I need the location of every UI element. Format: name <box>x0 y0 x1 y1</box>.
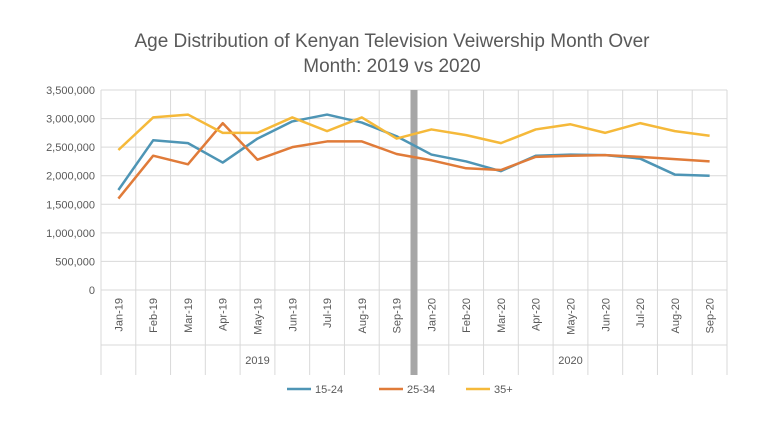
chart-title-line-1: Age Distribution of Kenyan Television Ve… <box>134 31 650 52</box>
x-tick-label: Mar-20 <box>496 298 508 333</box>
y-tick-label: 0 <box>89 285 95 297</box>
series-line-35+ <box>117 113 710 151</box>
x-tick-label: Apr-20 <box>531 298 543 331</box>
x-tick-label: Jun-19 <box>287 298 299 332</box>
x-group-label: 2020 <box>558 355 582 367</box>
year-divider-bar <box>410 90 418 375</box>
y-tick-label: 2,000,000 <box>46 171 95 183</box>
y-tick-label: 1,500,000 <box>46 199 95 211</box>
x-tick-label: May-20 <box>566 298 578 335</box>
x-tick-label: Jul-19 <box>322 298 334 328</box>
y-tick-label: 500,000 <box>55 256 95 268</box>
x-axis: Jan-19 Feb-19 Mar-19 Apr-19 May-19 Jun-19 Jul-… <box>113 298 716 367</box>
y-tick-label: 3,500,000 <box>46 85 95 97</box>
y-axis: 0 500,000 1,000,000 1,500,000 2,000,000 2,500… <box>46 85 95 297</box>
x-tick-label: Sep-19 <box>392 298 404 333</box>
x-tick-label: Jan-20 <box>426 298 438 332</box>
y-tick-label: 3,000,000 <box>46 114 95 126</box>
legend-label: 25-34 <box>407 384 435 396</box>
x-tick-label: Jul-20 <box>635 298 647 328</box>
y-tick-label: 2,500,000 <box>46 142 95 154</box>
x-tick-label: Apr-19 <box>218 298 230 331</box>
y-tick-label: 1,000,000 <box>46 228 95 240</box>
x-tick-label: Mar-19 <box>183 298 195 333</box>
x-tick-label: Jun-20 <box>600 298 612 332</box>
x-tick-label: Sep-20 <box>705 298 717 333</box>
series-lines <box>117 113 710 200</box>
legend-label: 15-24 <box>315 384 343 396</box>
x-tick-label: Aug-20 <box>670 298 682 333</box>
x-tick-label: Feb-19 <box>148 298 160 333</box>
x-tick-label: Aug-19 <box>357 298 369 333</box>
x-tick-label: Jan-19 <box>113 298 125 332</box>
legend: 15-24 25-34 35+ <box>287 384 513 396</box>
legend-label: 35+ <box>494 384 513 396</box>
x-tick-label: Feb-20 <box>461 298 473 333</box>
chart-title-line-2: Month: 2019 vs 2020 <box>303 56 480 77</box>
x-tick-label: May-19 <box>253 298 265 335</box>
x-group-label: 2019 <box>245 355 269 367</box>
